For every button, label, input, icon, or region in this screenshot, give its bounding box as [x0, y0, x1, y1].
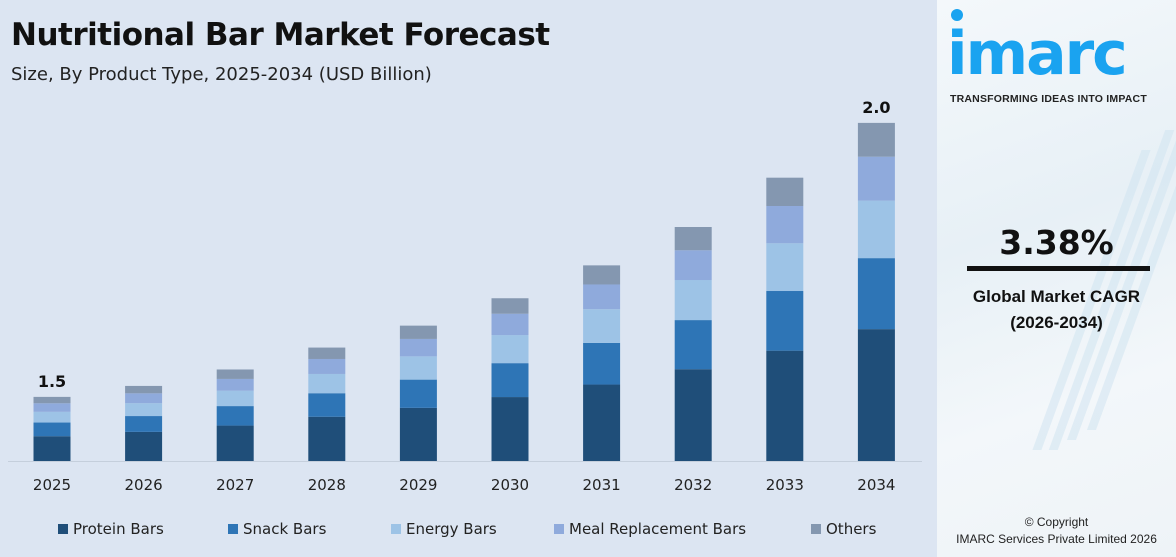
bar-segment-2032-0 [674, 369, 712, 461]
legend-swatch [228, 524, 238, 534]
cagr-label-text: Global Market CAGR [972, 287, 1141, 306]
bar-segment-2033-1 [766, 291, 804, 351]
bar-segment-2028-3 [308, 358, 346, 374]
copyright-label: © Copyright [1024, 515, 1089, 529]
bar-segment-2030-3 [491, 313, 529, 336]
x-tick-label: 2033 [766, 476, 804, 494]
x-tick-label: 2028 [308, 476, 346, 494]
bar-segment-2031-1 [583, 342, 621, 385]
bar-segment-2025-0 [33, 436, 71, 461]
bar-segment-2029-0 [399, 407, 437, 461]
bar-segment-2026-3 [125, 393, 163, 404]
x-tick-label: 2031 [583, 476, 621, 494]
bar-segment-2028-4 [308, 347, 346, 359]
legend-swatch [58, 524, 68, 534]
bar-segment-2034-4 [857, 122, 895, 157]
bar-segment-2031-4 [583, 265, 621, 285]
x-tick-label: 2032 [674, 476, 712, 494]
cagr-divider [967, 266, 1150, 271]
bar-segment-2034-0 [857, 329, 895, 461]
copyright-company: IMARC Services Private Limited 2026 [956, 532, 1157, 546]
bar-segment-2027-3 [216, 378, 254, 391]
bar-segment-2025-4 [33, 396, 71, 404]
bar-segment-2025-3 [33, 403, 71, 412]
bar-segment-2026-2 [125, 403, 163, 417]
stacked-bar-chart: 2025 1.5 2026 2027 2028 2029 2030 2031 2032 2033 2… [8, 98, 922, 494]
bar-segment-2033-4 [766, 177, 804, 207]
bar-segment-2029-1 [399, 379, 437, 408]
x-tick-label: 2030 [491, 476, 529, 494]
x-tick-label: 2029 [399, 476, 437, 494]
chart-subtitle: Size, By Product Type, 2025-2034 (USD Bi… [11, 64, 432, 85]
chart-title: Nutritional Bar Market Forecast [11, 17, 550, 53]
bar-segment-2027-2 [216, 390, 254, 407]
legend: Protein Bars Snack Bars Energy Bars Meal Re… [58, 519, 931, 539]
legend-label: Snack Bars [243, 520, 327, 538]
bar-segment-2032-4 [674, 227, 712, 251]
bar-segment-2026-0 [125, 431, 163, 461]
brand-tagline: TRANSFORMING IDEAS INTO IMPACT [950, 93, 1147, 105]
cagr-value: 3.38% [999, 223, 1114, 262]
chart-panel: Nutritional Bar Market Forecast Size, By… [8, 17, 931, 539]
x-tick-label: 2027 [216, 476, 254, 494]
bar-segment-2027-0 [216, 425, 254, 461]
bar-segment-2032-3 [674, 250, 712, 281]
imarc-logo: imarc [947, 19, 1128, 89]
bar-segment-2028-0 [308, 416, 346, 461]
legend-label: Meal Replacement Bars [569, 520, 747, 538]
legend-item: Protein Bars [58, 519, 228, 539]
data-label: 1.5 [38, 372, 66, 391]
bar-segment-2030-2 [491, 335, 529, 364]
legend-label: Protein Bars [73, 520, 164, 538]
data-label: 2.0 [862, 98, 890, 117]
legend-item: Snack Bars [228, 519, 391, 539]
bar-segment-2030-4 [491, 298, 529, 314]
bar-segment-2028-2 [308, 373, 346, 394]
bar-segment-2033-3 [766, 206, 804, 244]
legend-label: Others [826, 520, 877, 538]
bar-segment-2029-2 [399, 356, 437, 380]
bar-segment-2033-2 [766, 243, 804, 292]
x-tick-label: 2026 [125, 476, 163, 494]
bar-segment-2031-2 [583, 309, 621, 343]
bar-segment-2034-2 [857, 200, 895, 259]
logo-dot-icon [951, 9, 963, 21]
legend-label: Energy Bars [406, 520, 497, 538]
bar-segment-2029-4 [399, 325, 437, 339]
bar-segment-2025-1 [33, 422, 71, 437]
bar-segment-2031-0 [583, 384, 621, 461]
x-tick-label: 2034 [857, 476, 895, 494]
legend-item: Energy Bars [391, 519, 554, 539]
bar-segment-2030-1 [491, 363, 529, 398]
legend-swatch [811, 524, 821, 534]
bar-segment-2033-0 [766, 350, 804, 461]
bar-segment-2028-1 [308, 393, 346, 417]
legend-item: Others [811, 519, 931, 539]
cagr-period: (2026-2034) [1010, 313, 1103, 332]
bar-segment-2032-2 [674, 280, 712, 321]
bar-segment-2030-0 [491, 397, 529, 461]
x-tick-label: 2025 [33, 476, 71, 494]
bar-segment-2031-3 [583, 284, 621, 310]
bar-segment-2034-3 [857, 156, 895, 201]
bar-segment-2026-1 [125, 416, 163, 432]
bar-segment-2032-1 [674, 320, 712, 370]
bar-segment-2029-3 [399, 338, 437, 357]
copyright: © Copyright IMARC Services Private Limit… [937, 514, 1176, 548]
bar-segment-2034-1 [857, 258, 895, 330]
brand-panel: imarc TRANSFORMING IDEAS INTO IMPACT 3.3… [937, 0, 1176, 557]
bar-segment-2026-4 [125, 385, 163, 394]
cagr-label: Global Market CAGR (2026-2034) [937, 284, 1176, 336]
bar-segment-2027-4 [216, 369, 254, 379]
legend-swatch [391, 524, 401, 534]
bar-segment-2027-1 [216, 406, 254, 426]
legend-item: Meal Replacement Bars [554, 519, 811, 539]
bar-segment-2025-2 [33, 411, 71, 423]
legend-swatch [554, 524, 564, 534]
